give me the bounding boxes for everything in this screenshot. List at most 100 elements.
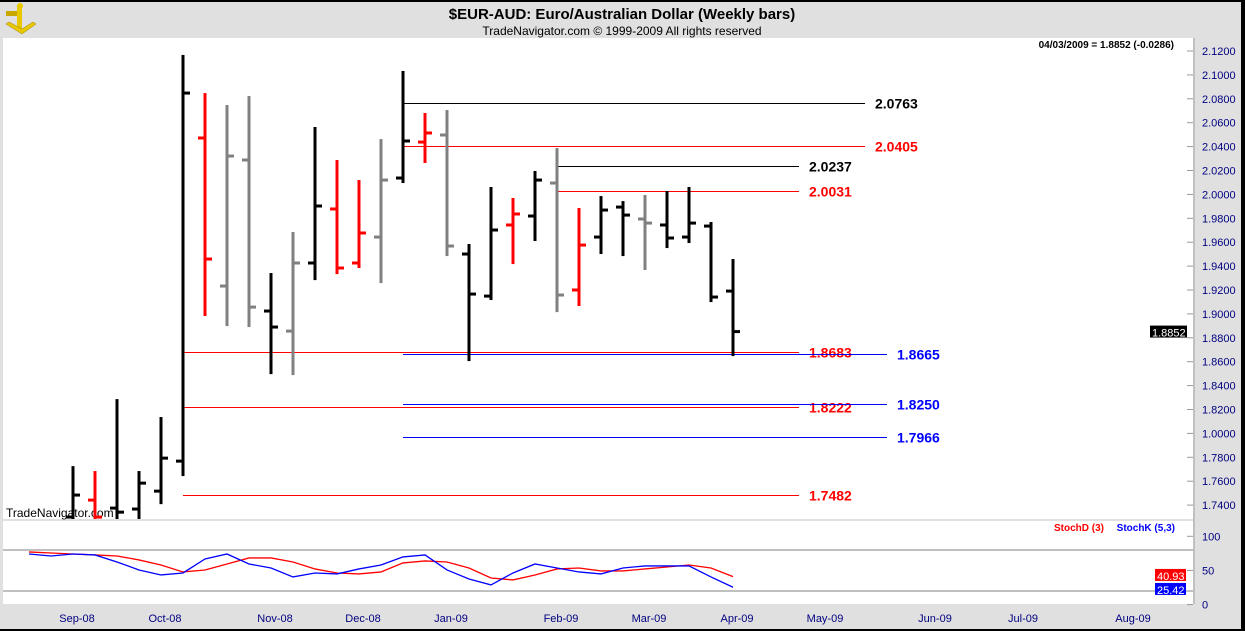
bar-range <box>159 417 163 505</box>
right-border <box>1241 0 1245 631</box>
bar-range <box>555 148 559 313</box>
bar-range <box>533 170 537 242</box>
bar-range <box>467 243 471 362</box>
bar-close-tick <box>338 266 344 270</box>
bar-open-tick <box>594 235 600 239</box>
bar-range <box>269 273 273 375</box>
bar-close-tick <box>426 131 432 135</box>
y-tick-label: 1.9400 <box>1202 261 1236 273</box>
ohlc-bar <box>66 466 80 519</box>
bar-open-tick <box>704 224 710 228</box>
y-tick-label: 1.9800 <box>1202 213 1236 225</box>
bar-range <box>709 222 713 303</box>
ohlc-bar <box>572 208 586 307</box>
y-tick-label: 1.8600 <box>1202 357 1236 369</box>
y-tick-label: 2.0800 <box>1202 94 1236 106</box>
level-label: 1.8250 <box>897 397 940 413</box>
bar-range <box>379 139 383 284</box>
bar-range <box>115 399 119 519</box>
ohlc-bar <box>198 93 212 317</box>
x-tick-label: Sep-08 <box>59 613 94 625</box>
bar-close-tick <box>712 295 718 299</box>
y-tick-label: 2.1200 <box>1202 46 1236 58</box>
bar-open-tick <box>154 489 160 493</box>
x-tick-label: Aug-09 <box>1115 613 1150 625</box>
bar-range <box>137 471 141 519</box>
x-tick-label: May-09 <box>807 613 844 625</box>
ohlc-bar <box>528 170 542 242</box>
bar-open-tick <box>176 459 182 463</box>
last-price-box <box>1150 325 1187 338</box>
bar-open-tick <box>506 223 512 227</box>
ohlc-bar <box>550 148 564 313</box>
bar-range <box>445 110 449 257</box>
bar-close-tick <box>162 456 168 460</box>
ohlc-bar <box>726 259 740 357</box>
level-label: 1.7482 <box>809 488 852 504</box>
ohlc-bar <box>374 139 388 284</box>
bar-open-tick <box>462 252 468 256</box>
last-price-label: 1.8852 <box>1152 328 1186 340</box>
y-tick-label: 2.0600 <box>1202 118 1236 130</box>
y-tick-label: 1.7600 <box>1202 476 1236 488</box>
y-tick-label: 1.9600 <box>1202 237 1236 249</box>
bar-close-tick <box>448 244 454 248</box>
bar-range <box>313 127 317 281</box>
bar-open-tick <box>220 284 226 288</box>
bar-open-tick <box>616 205 622 209</box>
bar-open-tick <box>264 309 270 313</box>
ohlc-bar <box>352 180 366 269</box>
legend-stochd: StochD (3) <box>1054 523 1104 534</box>
bar-range <box>335 159 339 275</box>
bar-close-tick <box>470 292 476 296</box>
ohlc-bar <box>418 113 432 163</box>
stochastic-panel <box>3 521 1193 604</box>
bar-open-tick <box>528 214 534 218</box>
sextant-icon <box>5 3 37 35</box>
bar-open-tick <box>550 181 556 185</box>
x-tick-label: Nov-08 <box>257 613 292 625</box>
level-label: 2.0031 <box>809 184 852 200</box>
bar-open-tick <box>308 261 314 265</box>
bar-close-tick <box>514 212 520 216</box>
x-tick-label: Apr-09 <box>720 613 753 625</box>
watermark-text: TradeNavigator.com <box>6 506 114 520</box>
bar-range <box>489 186 493 301</box>
ohlc-bar <box>484 186 498 301</box>
ohlc-bar <box>264 273 278 375</box>
stoch-tick-label: 50 <box>1202 565 1214 577</box>
bar-close-tick <box>382 178 388 182</box>
y-tick-label: 1.7400 <box>1202 500 1236 512</box>
bar-range <box>731 259 735 357</box>
bar-range <box>291 232 295 376</box>
x-tick-label: Feb-09 <box>544 613 579 625</box>
bar-close-tick <box>316 204 322 208</box>
y-tick-label: 1.8200 <box>1202 405 1236 417</box>
stoch-line-k <box>28 553 734 588</box>
bar-close-tick <box>184 91 190 95</box>
y-tick-label: 1.8400 <box>1202 381 1236 393</box>
axis-divider <box>1193 38 1195 604</box>
bar-open-tick <box>418 140 424 144</box>
ohlc-bar <box>506 197 520 265</box>
ohlc-bar <box>308 127 322 281</box>
y-tick-label: 1.8800 <box>1202 333 1236 345</box>
bar-close-tick <box>228 154 234 158</box>
bar-close-tick <box>250 305 256 309</box>
bar-open-tick <box>110 506 116 510</box>
bar-range <box>181 54 185 477</box>
bar-open-tick <box>638 217 644 221</box>
bar-close-tick <box>404 139 410 143</box>
x-tick-label: Jun-09 <box>918 613 952 625</box>
ohlc-bar <box>242 96 256 328</box>
stoch-value-label: 40.93 <box>1157 571 1185 583</box>
bar-range <box>665 191 669 249</box>
level-label: 2.0405 <box>875 139 918 155</box>
ohlc-bar <box>440 110 454 257</box>
ohlc-bar <box>704 222 718 303</box>
bar-close-tick <box>624 213 630 217</box>
bar-close-tick <box>492 228 498 232</box>
top-border <box>0 0 1245 2</box>
bar-close-tick <box>646 221 652 225</box>
